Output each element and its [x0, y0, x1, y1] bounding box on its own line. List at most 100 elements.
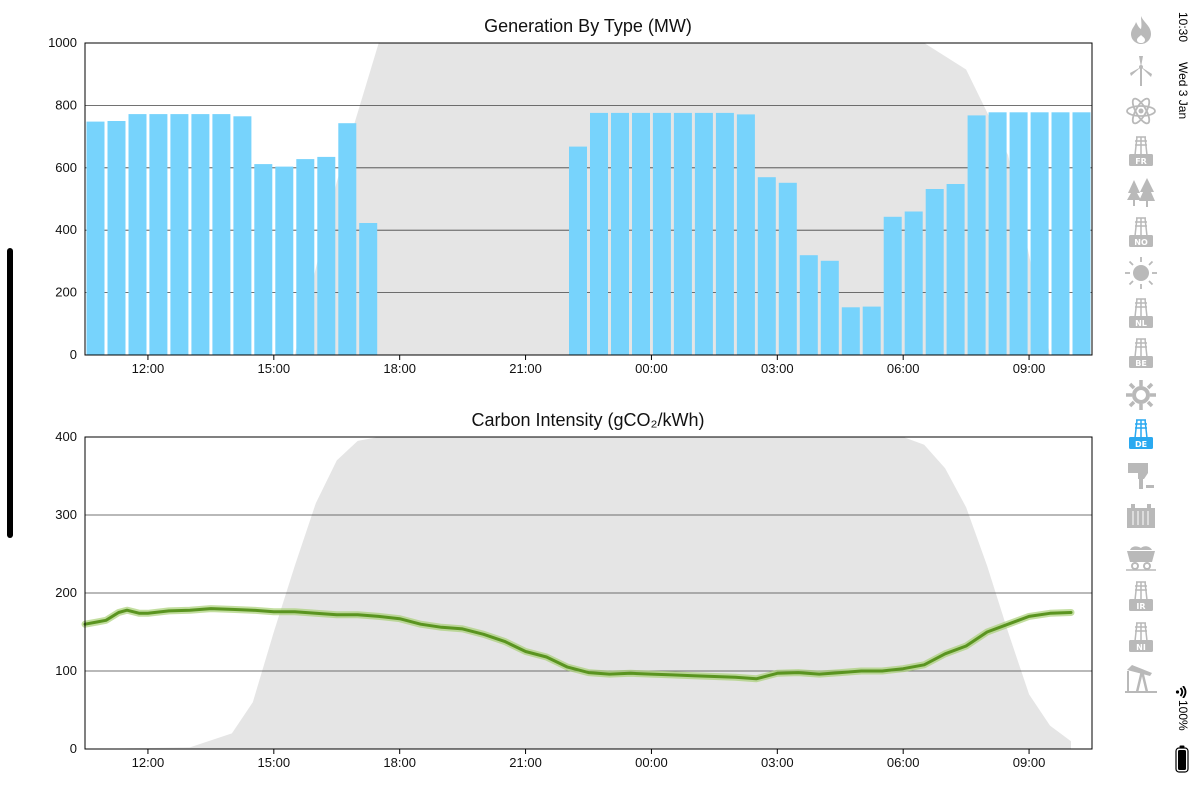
- carbon-plot-frame: [84, 436, 1093, 750]
- generation-x-tick-label: 18:00: [383, 361, 416, 376]
- generation-y-tick-label: 0: [70, 347, 77, 362]
- generation-bar: [1009, 112, 1028, 355]
- country-code-label: NI: [1136, 643, 1146, 652]
- sidebar-wind-turbine-button[interactable]: [1118, 53, 1164, 89]
- sidebar-coal-wagon-button[interactable]: [1118, 539, 1164, 575]
- carbon-x-tick-label: 12:00: [132, 755, 165, 770]
- wifi-icon: [1175, 686, 1187, 698]
- generation-bar: [652, 112, 671, 356]
- generation-bar: [107, 121, 126, 355]
- sidebar-pumped-storage-button[interactable]: [1118, 458, 1164, 494]
- generation-y-tick-label: 600: [55, 160, 77, 175]
- battery-percentage: 100%: [1176, 700, 1190, 731]
- generation-bar: [820, 260, 839, 355]
- generation-bar: [841, 307, 860, 355]
- solar-sun-icon: [1125, 257, 1157, 289]
- generation-x-tick-label: 03:00: [761, 361, 794, 376]
- sidebar-interconnector-pylon-no-button[interactable]: NO: [1118, 215, 1164, 251]
- generation-bar: [233, 116, 252, 355]
- generation-x-axis: 12:00 15:00 18:00 21:00 00:00 03:00 06:00 09:00: [132, 355, 1046, 376]
- generation-bar: [736, 114, 755, 356]
- country-code-label: NO: [1134, 238, 1148, 247]
- interconnector-pylon-icon: IR: [1129, 581, 1153, 611]
- generation-bar: [317, 156, 336, 355]
- battery-icon: [1175, 745, 1189, 773]
- pumped-storage-icon: [1128, 462, 1154, 489]
- generation-bar: [569, 146, 587, 355]
- sidebar-hydro-wheel-button[interactable]: [1118, 377, 1164, 413]
- generation-bar: [191, 114, 210, 355]
- carbon-y-tick-label: 200: [55, 585, 77, 600]
- hydro-wheel-icon: [1126, 379, 1156, 410]
- gas-flame-icon: [1131, 16, 1151, 44]
- carbon-y-tick-label: 100: [55, 663, 77, 678]
- carbon-y-axis: 0 100 200 300 400: [55, 429, 77, 756]
- country-code-label: NL: [1135, 319, 1147, 328]
- generation-y-tick-label: 200: [55, 285, 77, 300]
- wind-turbine-icon: [1130, 55, 1152, 86]
- generation-bar: [1072, 112, 1091, 355]
- sidebar-interconnector-pylon-be-button[interactable]: BE: [1118, 336, 1164, 372]
- sidebar-interconnector-pylon-ir-button[interactable]: IR: [1118, 579, 1164, 615]
- sidebar-interconnector-pylon-nl-button[interactable]: NL: [1118, 296, 1164, 332]
- generation-bar: [967, 115, 986, 356]
- generation-y-tick-label: 800: [55, 97, 77, 112]
- sidebar-biomass-trees-button[interactable]: [1118, 174, 1164, 210]
- carbon-x-tick-label: 18:00: [383, 755, 416, 770]
- country-code-label: BE: [1135, 359, 1147, 368]
- generation-bar: [1030, 112, 1049, 355]
- generation-bar: [86, 121, 105, 355]
- nuclear-atom-icon: [1126, 97, 1156, 125]
- generation-y-tick-label: 1000: [48, 35, 77, 50]
- generation-x-tick-label: 09:00: [1013, 361, 1046, 376]
- sidebar-nuclear-atom-button[interactable]: [1118, 93, 1164, 129]
- generation-y-tick-label: 400: [55, 222, 77, 237]
- home-indicator[interactable]: [7, 248, 13, 538]
- carbon-intensity-line: [83, 607, 1073, 681]
- status-time: 10:30: [1176, 12, 1190, 43]
- generation-bar: [988, 112, 1007, 355]
- country-code-label: FR: [1135, 157, 1147, 166]
- sidebar-solar-sun-button[interactable]: [1118, 255, 1164, 291]
- generation-bar: [128, 114, 147, 355]
- generation-bar: [757, 177, 776, 355]
- generation-bar: [694, 112, 713, 356]
- generation-bar: [946, 184, 965, 355]
- generation-x-tick-label: 06:00: [887, 361, 920, 376]
- carbon-x-tick-label: 21:00: [509, 755, 542, 770]
- carbon-x-tick-label: 15:00: [258, 755, 291, 770]
- generation-bar: [904, 211, 923, 355]
- generation-bar: [778, 182, 797, 355]
- carbon-x-axis: 12:00 15:00 18:00 21:00 00:00 03:00 06:00 09:00: [132, 749, 1045, 770]
- generation-bar: [862, 306, 881, 355]
- sidebar-interconnector-pylon-fr-button[interactable]: FR: [1118, 134, 1164, 170]
- generation-type-sidebar: FR NO NL BE DE IR NI: [1118, 12, 1164, 782]
- interconnector-pylon-icon: BE: [1129, 338, 1153, 368]
- charts-canvas: Generation By Type (MW) 0 200 400 600 800 100…: [48, 16, 1093, 770]
- carbon-intensity-chart-title: Carbon Intensity (gCO₂/kWh): [471, 410, 704, 430]
- generation-bar: [1051, 112, 1070, 355]
- status-date: Wed 3 Jan: [1176, 62, 1190, 120]
- generation-x-tick-label: 15:00: [258, 361, 291, 376]
- interconnector-pylon-icon: NL: [1129, 297, 1153, 328]
- generation-bar: [275, 166, 294, 355]
- sidebar-battery-storage-button[interactable]: [1118, 498, 1164, 534]
- sidebar-oil-pump-button[interactable]: [1118, 660, 1164, 696]
- generation-bar: [212, 114, 231, 355]
- sidebar-interconnector-pylon-ni-button[interactable]: NI: [1118, 620, 1164, 656]
- generation-bar: [611, 112, 629, 356]
- sidebar-interconnector-pylon-de-button[interactable]: DE: [1118, 417, 1164, 453]
- generation-bar: [673, 112, 692, 356]
- country-code-label: IR: [1136, 602, 1145, 611]
- generation-plot-frame: [84, 42, 1093, 356]
- generation-chart: Generation By Type (MW) 0 200 400 600 800 100…: [48, 16, 1093, 376]
- carbon-intensity-chart: Carbon Intensity (gCO₂/kWh) 0 100 200 300 40…: [55, 410, 1093, 770]
- generation-bar: [170, 114, 189, 355]
- generation-bar: [149, 114, 168, 355]
- oil-pump-icon: [1125, 665, 1157, 693]
- sidebar-gas-flame-button[interactable]: [1118, 12, 1164, 48]
- generation-bars: [86, 112, 1091, 356]
- carbon-x-tick-label: 00:00: [635, 755, 668, 770]
- status-bar: 10:30 Wed 3 Jan 100%: [1166, 0, 1200, 788]
- carbon-x-tick-label: 03:00: [761, 755, 794, 770]
